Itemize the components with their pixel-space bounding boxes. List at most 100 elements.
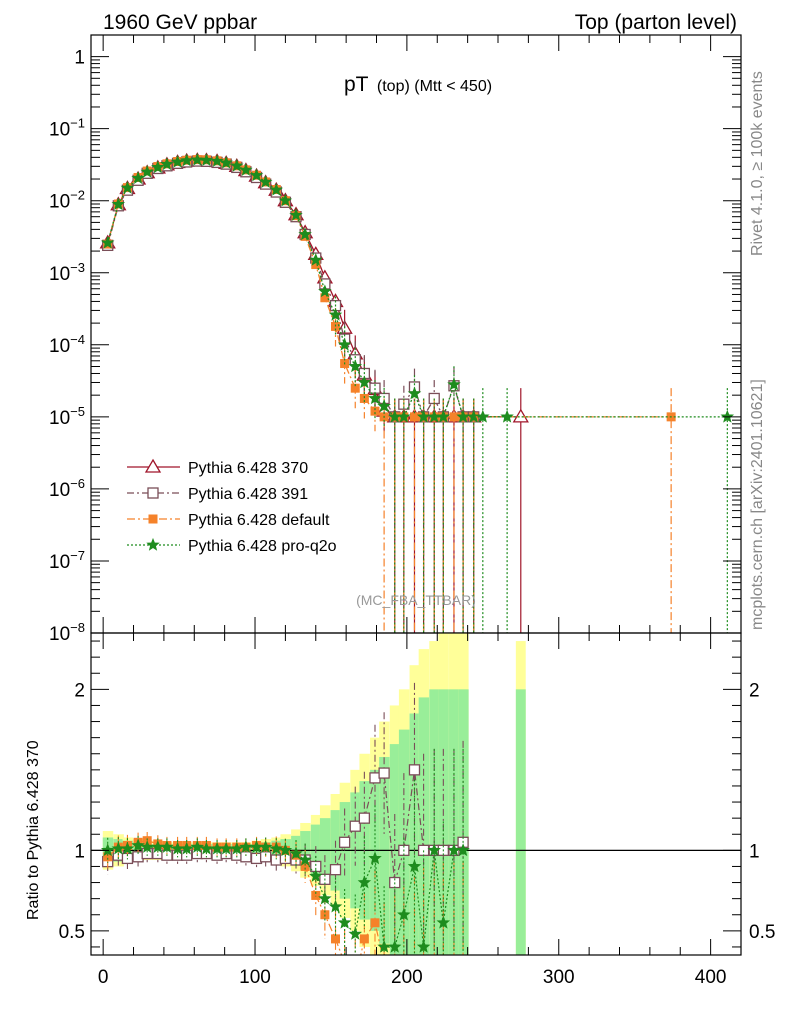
ratio-xtick-label: 0 [98, 967, 109, 988]
main-panel: 10−8 10−7 10−6 10−5 10−4 10−3 10−2 10−1 1 pT (to… [49, 34, 742, 645]
main-point [449, 412, 459, 422]
ratio-ytick-label-right: 2 [749, 680, 760, 701]
main-point [199, 153, 214, 166]
main-point [230, 158, 244, 172]
ratio-point [100, 843, 115, 857]
ratio-point [380, 959, 388, 967]
header-left: 1960 GeV ppbar [103, 11, 257, 34]
main-ytick-label: 10−5 [49, 404, 85, 429]
ratio-point [370, 918, 380, 928]
main-series-1 [102, 155, 480, 633]
main-point [140, 164, 154, 178]
ratio-point [430, 959, 438, 967]
main-title-pt: pT [344, 73, 369, 96]
ratio-series-2 [100, 748, 470, 955]
ratio-point [359, 934, 369, 944]
main-point [359, 393, 369, 403]
ratio-point [410, 959, 418, 967]
ratio-point [368, 851, 382, 865]
legend-label: Pythia 6.428 391 [188, 486, 308, 503]
ratio-point [337, 915, 352, 929]
main-point [151, 160, 165, 174]
ratio-point [240, 851, 252, 863]
legend-marker [148, 514, 158, 524]
main-point [298, 227, 312, 241]
ratio-tick-labels: 0 100 200 300 400 0.5 0.5 1 1 2 2 [59, 680, 776, 988]
ratio-point [179, 841, 194, 855]
main-point [409, 412, 419, 422]
main-point [278, 193, 293, 207]
ratio-point [357, 875, 372, 889]
main-point [309, 253, 323, 266]
main-point [447, 377, 461, 391]
ratio-ticks [91, 633, 742, 955]
main-point [179, 153, 194, 167]
main-tail-point [473, 388, 676, 633]
main-point [120, 180, 135, 194]
ratio-band-green [418, 697, 430, 955]
legend-label: Pythia 6.428 default [188, 512, 330, 529]
main-point [328, 307, 343, 321]
ratio-point [439, 959, 447, 967]
ratio-point [407, 859, 422, 873]
main-ytick-label: 10−6 [49, 476, 85, 501]
main-ytick-label: 10−7 [49, 548, 85, 573]
main-tail-marker [720, 409, 735, 423]
ratio-xtick-label: 200 [391, 967, 423, 988]
main-point [407, 386, 422, 400]
main-ytick-label: 10−4 [49, 332, 85, 357]
ratio-point [289, 846, 303, 860]
ratio-point [420, 959, 428, 967]
ratio-point [358, 812, 371, 824]
main-ytick-label: 10−1 [49, 116, 85, 141]
main-ytick-label: 1 [74, 48, 85, 69]
main-tail-point [473, 388, 735, 633]
ratio-point [416, 939, 431, 953]
main-y-tick-labels: 10−8 10−7 10−6 10−5 10−4 10−3 10−2 10−1 1 [49, 48, 85, 645]
main-point [368, 391, 382, 405]
main-point [397, 409, 411, 423]
main-point [258, 175, 273, 188]
legend-label: Pythia 6.428 370 [188, 460, 308, 477]
ratio-ylabel: Ratio to Pythia 6.428 370 [25, 740, 42, 920]
ratio-point [338, 836, 351, 848]
ratio-point [269, 841, 284, 855]
ratio-point [341, 959, 349, 967]
rivet-label: Rivet 4.1.0, ≥ 100k events [749, 71, 766, 256]
legend-label: Pythia 6.428 pro-q2o [188, 538, 337, 555]
ratio-xtick-label: 400 [695, 967, 727, 988]
ratio-point [436, 915, 451, 929]
ratio-point [387, 939, 402, 953]
main-title: pT (top) (Mtt < 450) [344, 73, 492, 96]
legend-entry: Pythia 6.428 370 [127, 458, 308, 477]
ratio-xtick-label: 300 [543, 967, 575, 988]
main-point [370, 406, 380, 416]
main-point [348, 359, 363, 373]
legend-marker [147, 487, 159, 499]
main-ytick-label: 10−3 [49, 260, 85, 285]
ratio-ytick-label: 2 [74, 680, 85, 701]
ratio-point [331, 934, 341, 944]
ratio-point [408, 764, 421, 776]
main-tail-point [473, 388, 514, 633]
main-point [219, 155, 233, 169]
ratio-panel: 0 100 200 300 400 0.5 0.5 1 1 2 2 [59, 632, 776, 988]
ratio-point [190, 839, 205, 853]
main-point [318, 284, 332, 298]
main-point [100, 235, 115, 249]
ratio-point [328, 899, 343, 913]
ratio-point [378, 767, 390, 779]
main-point [239, 162, 253, 176]
ratio-point [450, 959, 458, 967]
ratio-ytick-label-right: 0.5 [749, 922, 775, 943]
main-ticks [91, 35, 742, 634]
ratio-point [397, 907, 411, 921]
ratio-point [427, 843, 441, 857]
ratio-point [391, 959, 399, 967]
ratio-ytick-label: 0.5 [59, 922, 85, 943]
ratio-point [258, 840, 273, 853]
main-point [337, 337, 352, 351]
main-title-sub: (top) (Mtt < 450) [377, 78, 492, 95]
legend-marker [146, 537, 160, 551]
ratio-point [348, 927, 363, 940]
